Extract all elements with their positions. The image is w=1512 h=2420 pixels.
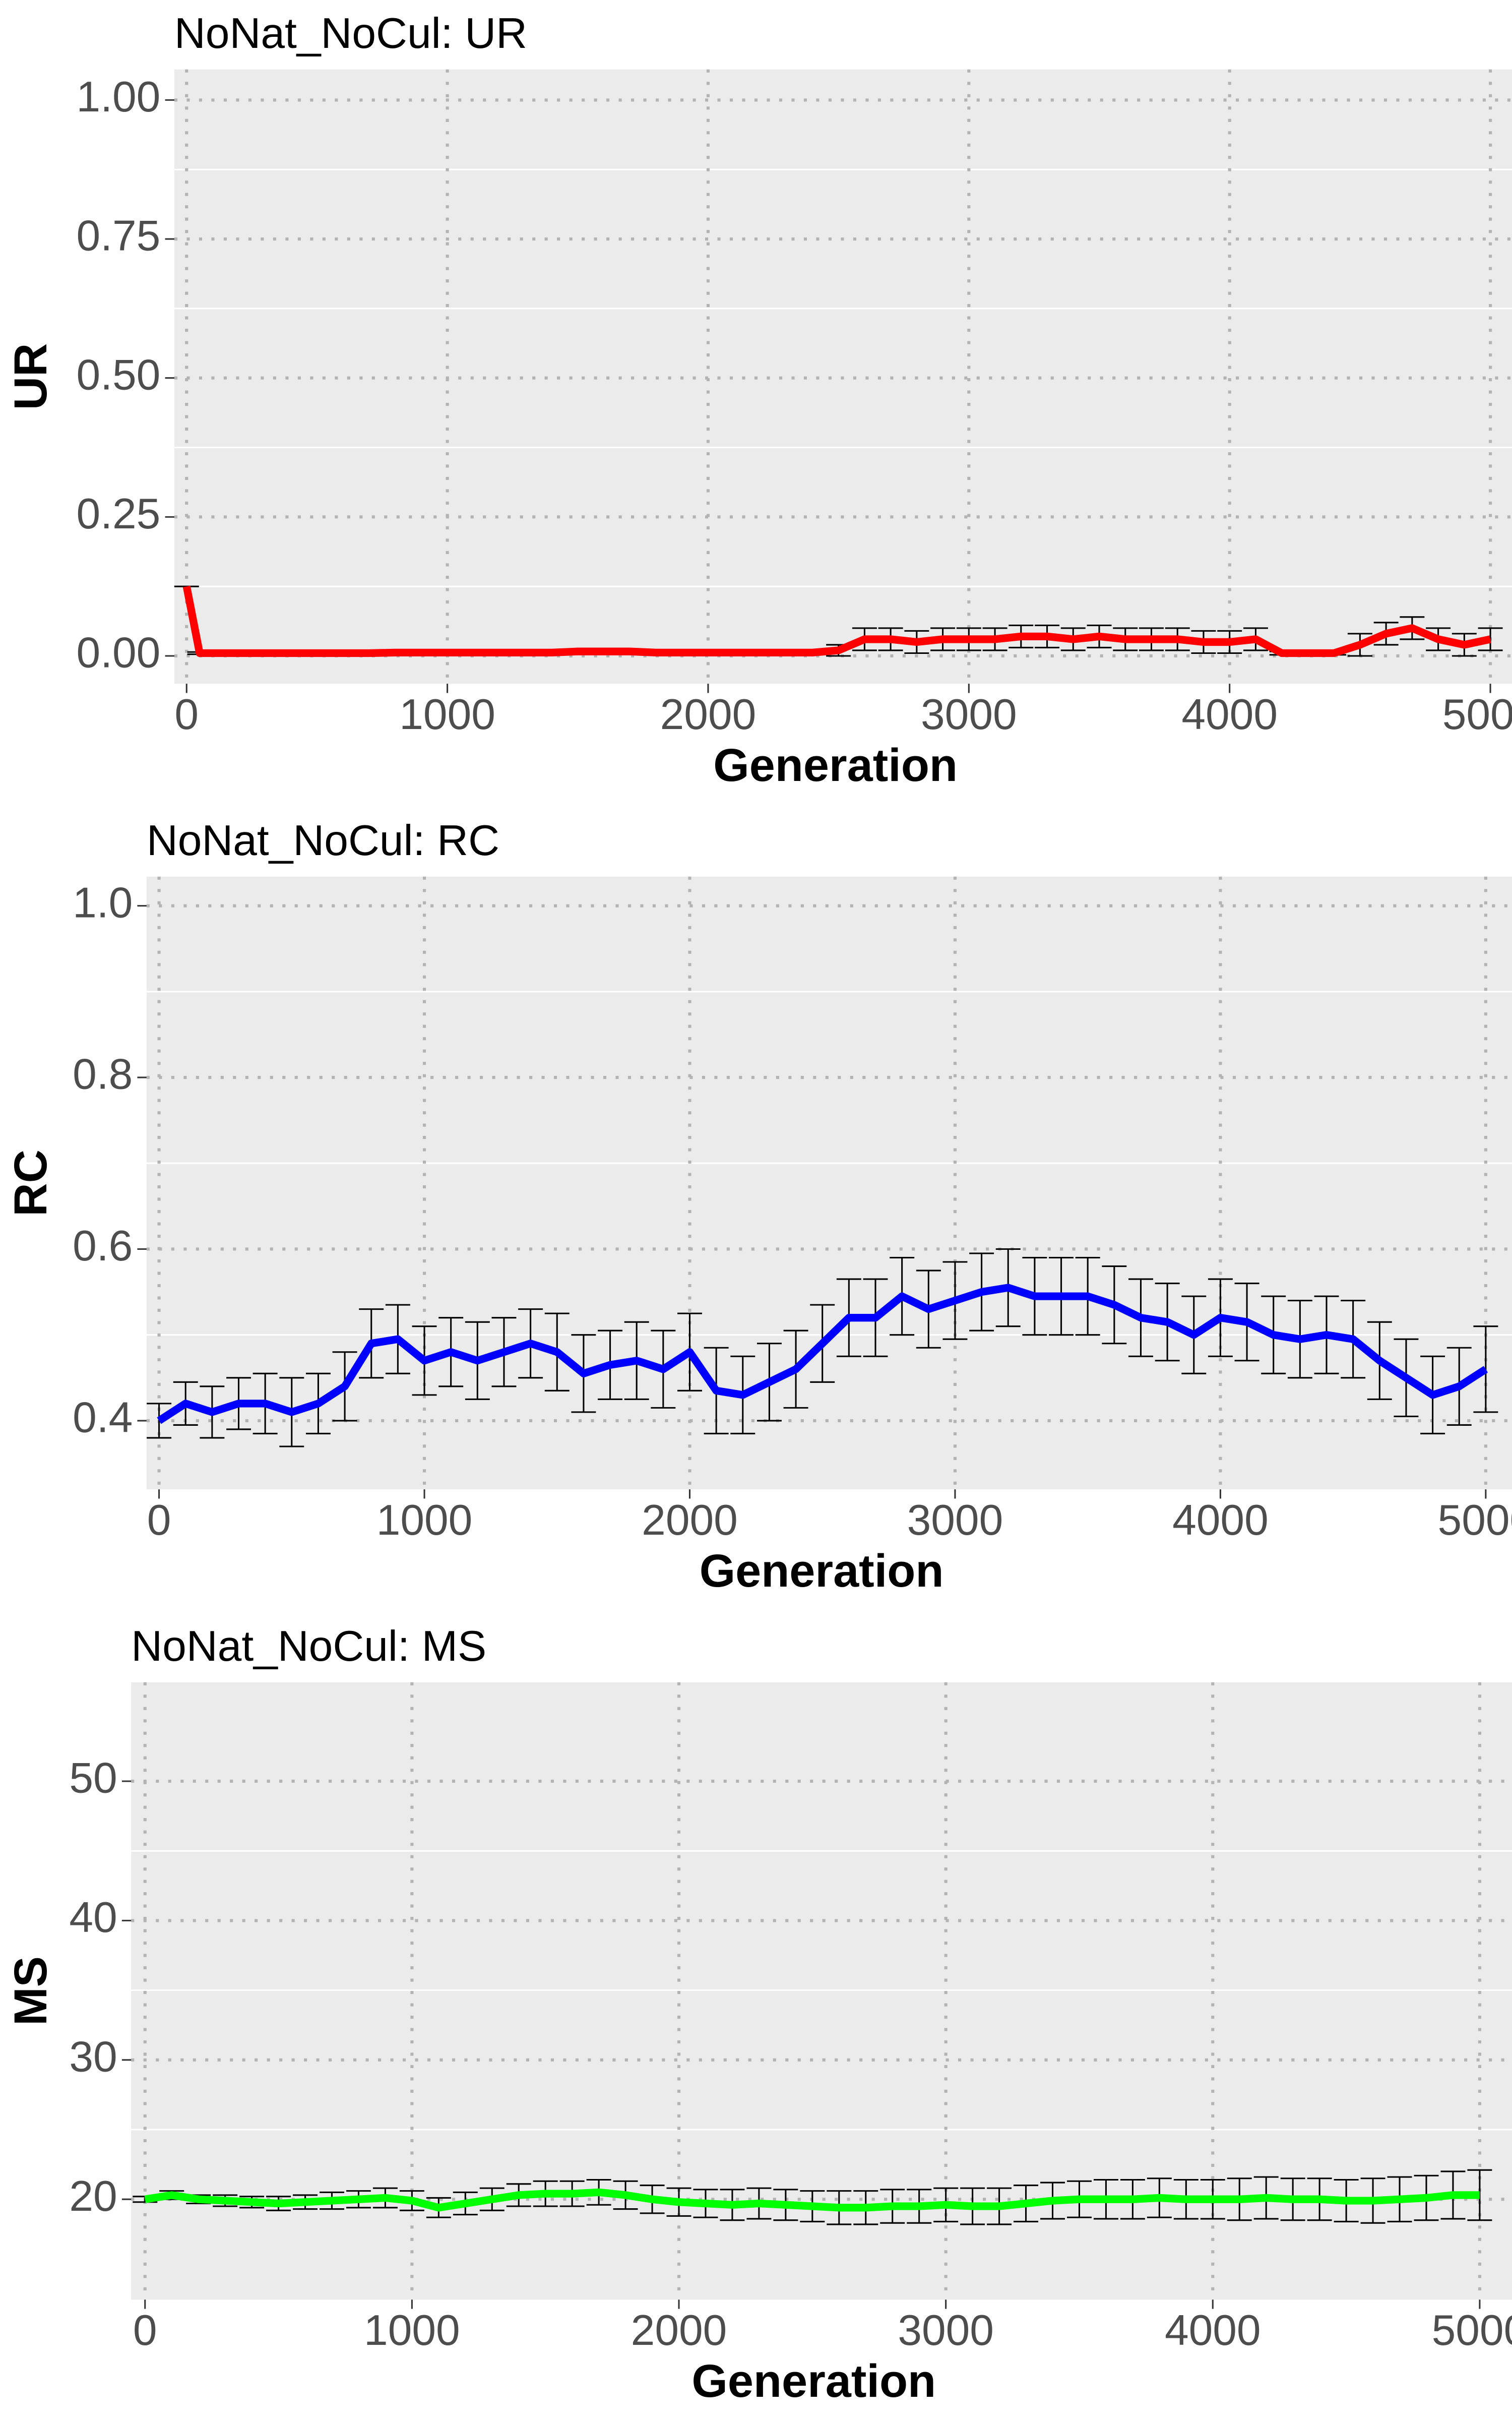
y-tick-label: 0.6 [73,1222,133,1270]
error-bar [1478,627,1503,651]
chart-title: NoNat_NoCul: UR [174,9,527,57]
x-tick-label: 3000 [907,1496,1003,1544]
x-tick-label: 4000 [1172,1496,1269,1544]
y-axis-title: MS [5,1956,56,2026]
x-axis-title: Generation [713,740,958,791]
x-tick-label: 1000 [376,1496,473,1544]
x-tick-label: 4000 [1165,2306,1261,2354]
x-tick-label: 0 [133,2306,157,2354]
x-tick-label: 2000 [660,690,757,739]
x-tick-label: 5000 [1432,2306,1512,2354]
x-axis-title: Generation [700,1545,944,1597]
x-tick-label: 0 [174,690,199,739]
y-tick-label: 0.8 [73,1050,133,1099]
x-tick-label: 2000 [631,2306,727,2354]
x-axis-title: Generation [691,2355,936,2407]
x-tick-label: 4000 [1181,690,1278,739]
chart-panel: 0.4 0.6 0.8 1.0 0 1000 2000 3000 4000 5000 NoNat_N… [5,816,1512,1597]
x-tick-label: 1000 [399,690,495,739]
x-tick-label: 3000 [898,2306,994,2354]
y-tick-label: 20 [69,2172,117,2220]
y-tick-label: 0.4 [73,1394,133,1442]
x-tick-label: 1000 [364,2306,460,2354]
data-line [182,585,1491,657]
y-tick-label: 0.00 [77,629,161,677]
chart-panel: 0.00 0.25 0.50 0.75 1.00 0 1000 2000 3000 4000 500… [5,9,1512,791]
x-tick-label: 3000 [921,690,1017,739]
data-line [157,1284,1488,1424]
y-tick-label: 50 [69,1754,117,1802]
y-tick-label: 40 [69,1893,117,1942]
y-axis-title: UR [5,343,56,410]
y-tick-label: 1.0 [73,878,133,927]
data-line [144,2188,1480,2212]
x-tick-label: 0 [147,1496,171,1544]
chart-title: NoNat_NoCul: MS [131,1622,486,1670]
y-tick-label: 0.75 [77,212,161,260]
y-tick-label: 0.25 [77,490,161,538]
error-bar [147,1403,172,1439]
x-tick-label: 5000 [1442,690,1512,739]
y-tick-label: 1.00 [77,73,161,121]
chart-title: NoNat_NoCul: RC [147,816,499,865]
y-tick-label: 30 [69,2032,117,2081]
y-axis-title: RC [5,1150,56,1217]
plot-background [146,876,1512,1490]
chart-panel: 20 30 40 50 0 1000 2000 3000 4000 5000 NoNat_NoCul… [5,1622,1512,2407]
x-tick-label: 2000 [642,1496,738,1544]
y-tick-label: 0.50 [77,350,161,399]
x-tick-label: 5000 [1438,1496,1512,1544]
